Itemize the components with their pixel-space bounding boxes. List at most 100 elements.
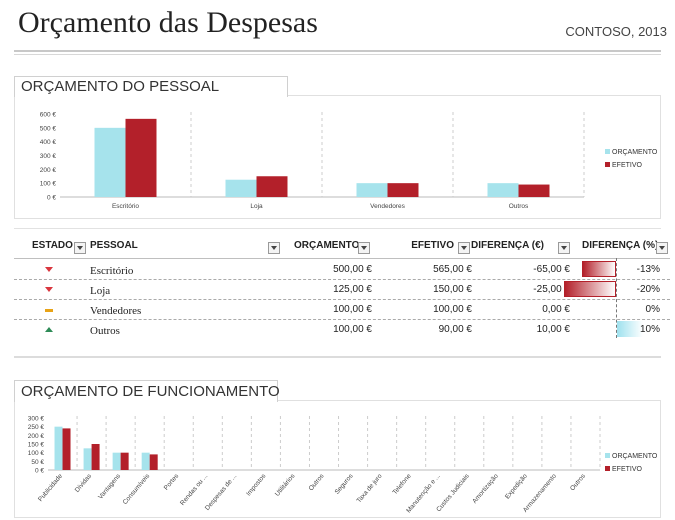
col-orcamento-header: ORÇAMENTO (294, 240, 360, 251)
col-pessoal-header: PESSOAL (90, 240, 138, 251)
y-tick-label: 100 € (28, 450, 45, 457)
bar-efetivo (91, 444, 100, 470)
row-pct: 0% (645, 304, 660, 315)
filter-diferenca-button[interactable] (558, 242, 570, 254)
bar-efetivo (120, 452, 129, 470)
x-tick-label: Dívidas (74, 472, 94, 494)
legend-swatch-efetivo (605, 466, 610, 471)
x-tick-label: Despesas de ... (204, 473, 239, 512)
table-row[interactable]: Vendedores 100,00 € 100,00 € 0,00 € 0% (14, 299, 670, 320)
x-tick-label: Outros (509, 203, 529, 210)
legend-swatch-efetivo (605, 162, 610, 167)
x-tick-label: Outros (569, 472, 587, 492)
pessoal-section-title: ORÇAMENTO DO PESSOAL (14, 76, 288, 97)
x-tick-label: Rendas ou ... (179, 473, 209, 507)
row-efetivo: 565,00 € (433, 264, 472, 275)
bar-orcamento (356, 183, 388, 197)
header-divider-thin (14, 54, 661, 55)
pct-bar (582, 261, 616, 277)
pessoal-bar-chart[interactable]: 600 € 500 € 400 € 300 € 200 € 100 € 0 € Escritó… (14, 96, 659, 217)
y-tick-label: 600 € (40, 112, 57, 119)
x-tick-label: Vendedores (370, 203, 405, 210)
table-row[interactable]: Outros 100,00 € 90,00 € 10,00 € 10% (14, 319, 670, 339)
x-tick-label: Loja (250, 203, 263, 210)
row-pct: 10% (639, 324, 660, 335)
bar-efetivo (62, 428, 71, 470)
x-tick-label: Portes (163, 472, 181, 491)
legend-label-orcamento: ORÇAMENTO (612, 149, 658, 156)
row-orcamento: 125,00 € (333, 284, 372, 295)
x-tick-label: Outros (308, 472, 326, 492)
table-bottom-divider (14, 356, 661, 358)
bar-efetivo (149, 454, 158, 470)
row-pct: -20% (636, 284, 660, 295)
filter-pessoal-button[interactable] (268, 242, 280, 254)
pct-bar (617, 321, 643, 337)
bar-orcamento (141, 452, 150, 470)
row-orcamento: 100,00 € (333, 304, 372, 315)
status-up-icon (45, 327, 53, 332)
bar-orcamento (54, 426, 63, 470)
x-tick-label: Telefone (392, 472, 413, 496)
funcionamento-bar-chart[interactable]: 300 €250 € 200 € 150 €100 € 50 € 0 €Publicid… (14, 401, 659, 516)
y-tick-label: 400 € (40, 139, 57, 146)
y-tick-label: 300 € (28, 416, 45, 423)
row-name: Vendedores (90, 305, 142, 317)
bar-efetivo (125, 118, 157, 197)
row-efetivo: 90,00 € (438, 324, 472, 335)
col-diferenca-pct-header: DIFERENÇA (%) (582, 240, 659, 251)
filter-efetivo-button[interactable] (458, 242, 470, 254)
status-down-icon (45, 267, 53, 272)
x-tick-label: Expedição (504, 472, 529, 500)
legend-swatch-orcamento (605, 453, 610, 458)
table-top-divider (14, 228, 661, 229)
row-diferenca: -25,00 € (533, 284, 570, 295)
row-efetivo: 100,00 € (433, 304, 472, 315)
legend-label-orcamento: ORÇAMENTO (612, 453, 658, 460)
x-tick-label: Utilitários (274, 472, 297, 498)
x-tick-label: Publicidade (37, 472, 64, 503)
y-tick-label: 300 € (40, 153, 57, 160)
row-pct: -13% (636, 264, 660, 275)
bar-orcamento (83, 448, 92, 470)
y-tick-label: 150 € (28, 442, 45, 449)
row-diferenca: 0,00 € (542, 304, 570, 315)
filter-estado-button[interactable] (74, 242, 86, 254)
y-tick-label: 50 € (31, 459, 44, 466)
company-year: CONTOSO, 2013 (565, 24, 667, 39)
bar-orcamento (94, 127, 126, 197)
legend-label-efetivo: EFETIVO (612, 466, 643, 473)
y-tick-label: 500 € (40, 125, 57, 132)
row-name: Loja (90, 285, 111, 297)
x-tick-label: Escritório (112, 203, 139, 210)
bar-efetivo (518, 184, 550, 197)
legend-swatch-orcamento (605, 149, 610, 154)
y-tick-label: 200 € (28, 433, 45, 440)
bar-efetivo (387, 183, 419, 197)
bar-orcamento (487, 183, 519, 197)
y-tick-label: 200 € (40, 167, 57, 174)
status-flat-icon (45, 309, 53, 312)
x-tick-label: Taxa de juro (356, 472, 384, 504)
filter-orcamento-button[interactable] (358, 242, 370, 254)
bar-orcamento (225, 179, 257, 197)
col-efetivo-header: EFETIVO (411, 240, 454, 251)
funcionamento-section-title: ORÇAMENTO DE FUNCIONAMENTO (14, 380, 280, 402)
y-tick-label: 100 € (40, 181, 57, 188)
x-tick-label: Consumíveis (122, 472, 152, 506)
col-diferenca-header: DIFERENÇA (€) (471, 240, 544, 251)
x-tick-label: Vantagens (97, 472, 123, 501)
table-row[interactable]: Escritório 500,00 € 565,00 € -65,00 € -1… (14, 259, 670, 280)
filter-diferenca-pct-button[interactable] (656, 242, 668, 254)
status-down-icon (45, 287, 53, 292)
bar-orcamento (112, 452, 121, 470)
table-header: ESTADO PESSOAL ORÇAMENTO EFETIVO DIFEREN… (14, 236, 670, 259)
row-diferenca: 10,00 € (536, 324, 570, 335)
percent-axis-line (616, 258, 617, 338)
table-row[interactable]: Loja 125,00 € 150,00 € -25,00 € -20% (14, 279, 670, 300)
y-tick-label: 0 € (35, 468, 44, 475)
page-title: Orçamento das Despesas (18, 6, 318, 39)
col-estado-header: ESTADO (32, 240, 73, 251)
row-name: Escritório (90, 265, 134, 277)
row-efetivo: 150,00 € (433, 284, 472, 295)
